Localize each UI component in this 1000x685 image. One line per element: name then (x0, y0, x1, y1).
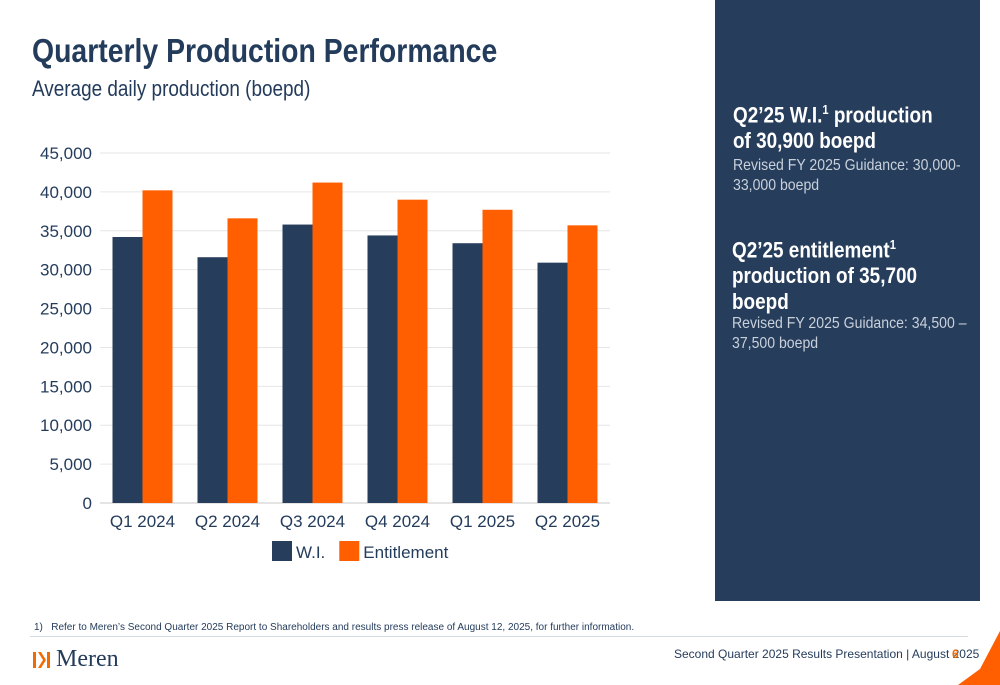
footer-presentation-title: Second Quarter 2025 Results Presentation… (674, 647, 980, 661)
legend-swatch (339, 541, 360, 561)
y-tick-label: 20,000 (40, 338, 92, 357)
meren-logo-icon (33, 651, 50, 668)
highlights-panel: Q2’25 W.I.1 production of 30,900 boepd R… (715, 0, 980, 601)
meren-logo-text: Meren (56, 646, 119, 672)
bar-wi (112, 237, 143, 503)
corner-accent-shape (958, 631, 1000, 685)
bar-wi (537, 262, 568, 503)
y-tick-label: 40,000 (40, 183, 92, 202)
legend-swatch (272, 541, 292, 561)
bar-wi (197, 257, 228, 503)
legend-label: W.I. (296, 543, 325, 562)
y-tick-label: 0 (83, 494, 92, 513)
x-tick-label: Q2 2024 (195, 512, 260, 531)
x-tick-label: Q1 2025 (450, 512, 515, 531)
bar-wi (452, 243, 483, 503)
entitlement-production-heading: Q2’25 entitlement1 production of 35,700 … (732, 237, 918, 315)
wi-guidance-text: Revised FY 2025 Guidance: 30,000- 33,000 … (733, 157, 961, 194)
bar-entitlement (312, 182, 343, 504)
page-subtitle: Average daily production (boepd) (32, 76, 311, 101)
footer-divider (30, 636, 968, 637)
bar-entitlement (227, 218, 258, 503)
bar-wi (282, 224, 313, 504)
entitlement-guidance-text: Revised FY 2025 Guidance: 34,500 –37,500… (732, 315, 967, 352)
x-tick-label: Q4 2024 (365, 512, 430, 531)
x-tick-label: Q3 2024 (280, 512, 345, 531)
y-tick-label: 5,000 (49, 455, 92, 474)
meren-logo: Meren (32, 646, 119, 673)
y-tick-label: 30,000 (40, 261, 92, 280)
footnote: 1) Refer to Meren’s Second Quarter 2025 … (34, 622, 635, 633)
y-tick-label: 25,000 (40, 300, 92, 319)
page-number: 6 (952, 647, 959, 661)
y-tick-label: 35,000 (40, 222, 92, 241)
y-tick-label: 10,000 (40, 416, 92, 435)
bar-wi (367, 235, 398, 503)
wi-production-heading: Q2’25 W.I.1 production of 30,900 boepd (733, 102, 933, 154)
bar-entitlement (567, 225, 598, 503)
y-tick-label: 45,000 (40, 144, 92, 163)
page-title: Quarterly Production Performance (32, 32, 498, 69)
legend-label: Entitlement (363, 543, 448, 562)
x-tick-label: Q1 2024 (110, 512, 175, 531)
x-tick-label: Q2 2025 (535, 512, 600, 531)
bar-entitlement (142, 190, 173, 504)
bar-entitlement (397, 199, 428, 503)
production-bar-chart: 0 5,000 10,000 15,000 20,000 25,000 30,000 35,0… (40, 144, 610, 562)
bar-entitlement (482, 209, 513, 503)
y-tick-label: 15,000 (40, 377, 92, 396)
